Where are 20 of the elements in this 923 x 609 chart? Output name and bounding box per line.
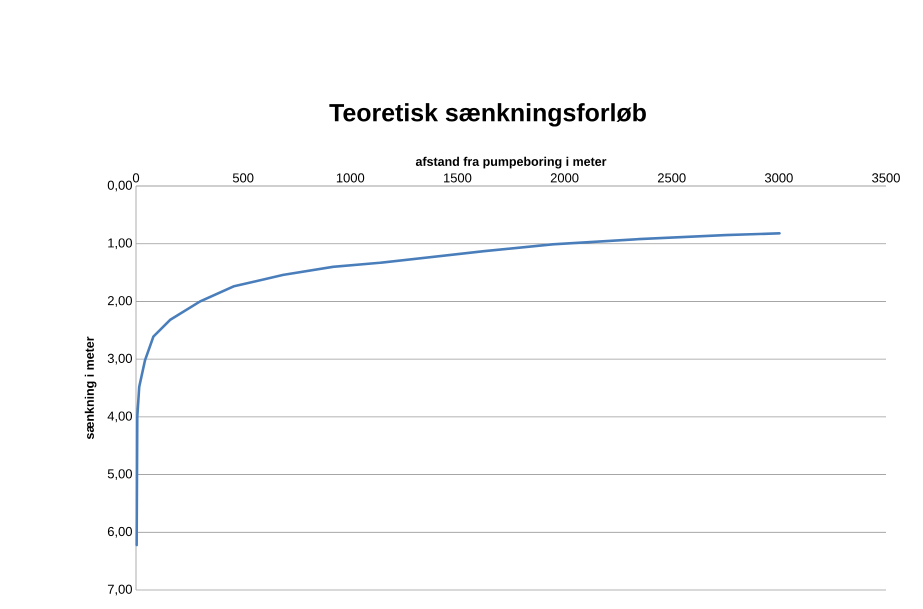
y-tick-label: 4,00 [108, 412, 132, 422]
x-tick-label: 1500 [444, 173, 472, 182]
x-tick-label: 2000 [550, 173, 578, 182]
y-tick-label: 6,00 [108, 526, 132, 538]
x-axis-title: afstand fra pumpeboring i meter [416, 156, 606, 168]
y-tick-label: 1,00 [108, 238, 132, 250]
y-tick-label: 5,00 [108, 469, 132, 480]
y-tick-label: 0,00 [108, 180, 132, 192]
x-tick-label: 1000 [336, 173, 364, 182]
y-axis-title: sænkning i meter [84, 336, 96, 440]
x-tick-label: 500 [232, 173, 254, 182]
y-tick-label: 7,00 [108, 584, 132, 596]
chart-title: Teoretisk sænkningsforløb [329, 103, 646, 127]
y-tick-label: 3,00 [108, 354, 132, 364]
x-tick-label: 3500 [872, 173, 900, 182]
x-tick-label: 2500 [658, 173, 686, 182]
y-tick-label: 2,00 [108, 296, 132, 307]
line-series [135, 232, 781, 546]
x-tick-label: 0 [132, 173, 140, 182]
x-tick-label: 3000 [764, 173, 793, 182]
